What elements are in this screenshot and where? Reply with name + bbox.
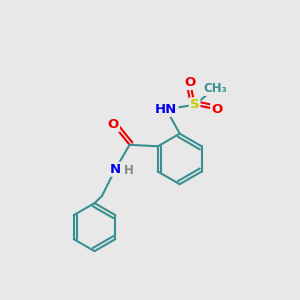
Text: S: S	[190, 98, 200, 111]
Text: N: N	[110, 163, 121, 176]
Text: H: H	[124, 164, 134, 177]
Text: CH₃: CH₃	[203, 82, 227, 95]
Text: O: O	[184, 76, 196, 89]
Text: HN: HN	[155, 103, 178, 116]
Text: O: O	[108, 118, 119, 131]
Text: O: O	[211, 103, 223, 116]
